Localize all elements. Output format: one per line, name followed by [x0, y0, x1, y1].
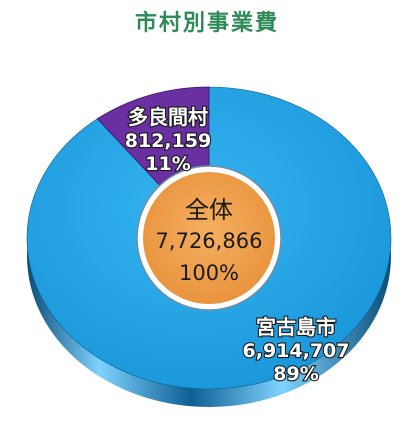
slice-label-percent: 11% — [145, 153, 190, 175]
slice-label-name: 宮古島市 — [256, 315, 336, 339]
slice-label-percent: 89% — [273, 363, 318, 385]
center-disc — [143, 172, 275, 304]
slice-宮古島市 — [26, 86, 392, 390]
slice-label-value: 812,159 — [125, 130, 212, 152]
slice-label-name: 多良間村 — [128, 105, 208, 129]
center-percent: 100% — [179, 261, 239, 285]
center-value: 7,726,866 — [156, 229, 263, 253]
chart-title: 市村別事業費 — [135, 10, 279, 36]
slice-label-value: 6,914,707 — [243, 340, 350, 362]
center-total: 全体 7,726,866 100% — [136, 165, 282, 311]
center-label: 全体 — [185, 196, 233, 224]
